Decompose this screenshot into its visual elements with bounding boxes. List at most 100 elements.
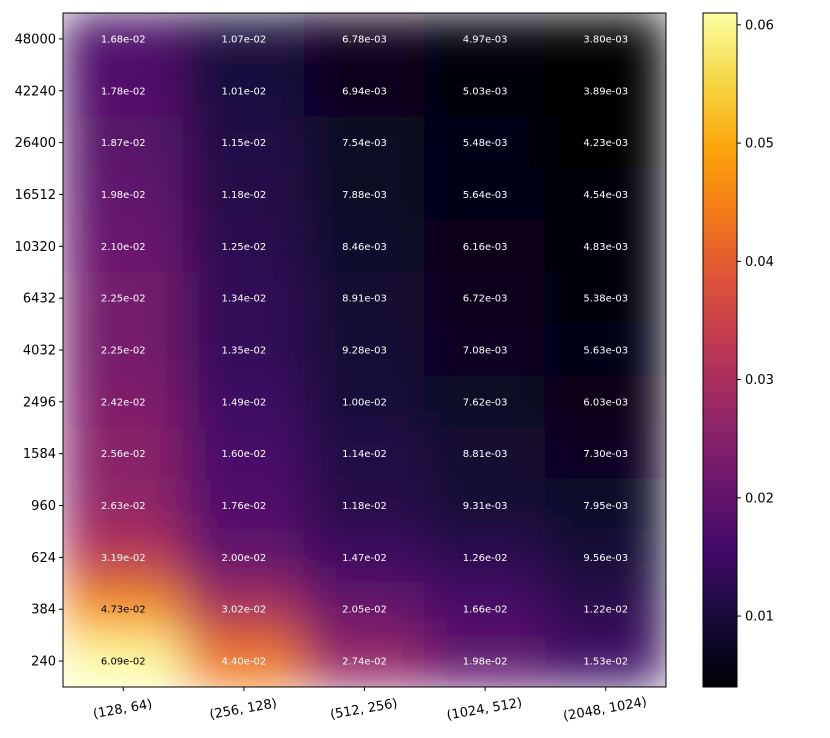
- heatmap-cell: [63, 13, 185, 66]
- heatmap-cell: [303, 634, 426, 687]
- heatmap-cell: [303, 427, 426, 481]
- heatmap-cell: [303, 479, 426, 532]
- cell-value-label: 7.95e-03: [583, 501, 628, 512]
- cell-value-label: 4.73e-02: [101, 605, 146, 616]
- heatmap-cell: [303, 530, 426, 584]
- cell-value-label: 1.18e-02: [222, 190, 267, 201]
- cell-value-label: 1.66e-02: [463, 605, 508, 616]
- heatmap-cell: [63, 116, 185, 170]
- x-tick-label: (512, 256): [329, 696, 399, 723]
- cell-value-label: 2.10e-02: [101, 242, 146, 253]
- cell-value-label: 1.00e-02: [342, 397, 387, 408]
- heatmap-cell: [303, 323, 426, 377]
- cell-value-label: 2.05e-02: [342, 605, 387, 616]
- heatmap-cell-labels: 1.68e-02 1.07e-02 6.78e-03 4.97e-03 3.80e-03…: [101, 34, 628, 667]
- heatmap-cell: [544, 634, 666, 687]
- heatmap-cell: [544, 219, 666, 273]
- heatmap-cell: [424, 13, 546, 66]
- cell-value-label: 1.25e-02: [222, 242, 267, 253]
- cell-value-label: 4.54e-03: [583, 190, 628, 201]
- heatmap-cell: [183, 375, 305, 429]
- cell-value-label: 6.72e-03: [463, 294, 508, 305]
- cell-value-label: 6.03e-03: [583, 397, 628, 408]
- cell-value-label: 5.63e-03: [583, 346, 628, 357]
- cell-value-label: 3.19e-02: [101, 553, 146, 564]
- cell-value-label: 2.74e-02: [342, 657, 387, 668]
- cell-value-label: 1.60e-02: [222, 449, 267, 460]
- y-tick-label: 624: [31, 551, 56, 566]
- y-tick-label: 1584: [23, 447, 56, 462]
- cell-value-label: 9.31e-03: [463, 501, 508, 512]
- cell-value-label: 2.25e-02: [101, 346, 146, 357]
- cell-value-label: 3.80e-03: [583, 34, 628, 45]
- y-tick-label: 6432: [23, 292, 56, 307]
- y-tick-label: 2496: [23, 395, 56, 410]
- heatmap-cell: [63, 219, 185, 273]
- heatmap-cell: [424, 582, 546, 636]
- cell-value-label: 4.40e-02: [222, 657, 267, 668]
- heatmap-cell: [183, 634, 305, 687]
- heatmap-cell: [63, 479, 185, 532]
- heatmap-cell: [303, 64, 426, 118]
- heatmap-cell: [183, 530, 305, 584]
- cell-value-label: 2.00e-02: [222, 553, 267, 564]
- colorbar-tick-label: 0.06: [745, 18, 774, 33]
- heatmap-cell: [303, 168, 426, 221]
- heatmap-cell: [63, 634, 185, 687]
- y-tick-label: 48000: [15, 32, 56, 47]
- heatmap-cell: [183, 479, 305, 532]
- cell-value-label: 1.14e-02: [342, 449, 387, 460]
- cell-value-label: 1.15e-02: [222, 138, 267, 149]
- cell-value-label: 1.01e-02: [222, 86, 267, 97]
- heatmap-cell: [303, 116, 426, 170]
- cell-value-label: 5.38e-03: [583, 294, 628, 305]
- cell-value-label: 8.81e-03: [463, 449, 508, 460]
- cell-value-label: 5.64e-03: [463, 190, 508, 201]
- cell-value-label: 1.34e-02: [222, 294, 267, 305]
- x-tick-label: (128, 64): [92, 697, 153, 722]
- heatmap-cell: [63, 271, 185, 325]
- x-tick-label: (1024, 512): [446, 696, 524, 724]
- y-tick-label: 26400: [15, 136, 56, 151]
- heatmap-cell: [424, 64, 546, 118]
- y-tick-label: 10320: [15, 240, 56, 255]
- heatmap-cell: [183, 168, 305, 221]
- heatmap-cell: [183, 64, 305, 118]
- heatmap-cell: [424, 530, 546, 584]
- cell-value-label: 2.42e-02: [101, 397, 146, 408]
- heatmap-cell: [303, 271, 426, 325]
- heatmap-cell: [183, 271, 305, 325]
- y-tick-label: 240: [31, 655, 56, 670]
- colorbar-tick-label: 0.01: [745, 610, 774, 625]
- heatmap-cell: [544, 479, 666, 532]
- cell-value-label: 1.18e-02: [342, 501, 387, 512]
- cell-value-label: 1.47e-02: [342, 553, 387, 564]
- heatmap-cell: [183, 13, 305, 66]
- heatmap-cell: [544, 530, 666, 584]
- cell-value-label: 9.56e-03: [583, 553, 628, 564]
- heatmap-cell: [544, 427, 666, 481]
- heatmap-cell: [183, 219, 305, 273]
- cell-value-label: 1.98e-02: [101, 190, 146, 201]
- cell-value-label: 7.62e-03: [463, 397, 508, 408]
- cell-value-label: 6.16e-03: [463, 242, 508, 253]
- heatmap-cell: [183, 582, 305, 636]
- cell-value-label: 5.03e-03: [463, 86, 508, 97]
- heatmap-cell: [63, 64, 185, 118]
- cell-value-label: 7.08e-03: [463, 346, 508, 357]
- heatmap-cell: [544, 13, 666, 66]
- heatmap-cell: [424, 219, 546, 273]
- cell-value-label: 3.02e-02: [222, 605, 267, 616]
- cell-value-label: 1.26e-02: [463, 553, 508, 564]
- cell-value-label: 1.53e-02: [583, 657, 628, 668]
- cell-value-label: 8.91e-03: [342, 294, 387, 305]
- colorbar-tick-label: 0.04: [745, 255, 774, 270]
- cell-value-label: 1.22e-02: [583, 605, 628, 616]
- cell-value-label: 6.09e-02: [101, 657, 146, 668]
- heatmap-cell: [303, 219, 426, 273]
- heatmap-cell: [63, 582, 185, 636]
- cell-value-label: 2.56e-02: [101, 449, 146, 460]
- heatmap-cell: [424, 116, 546, 170]
- cell-value-label: 1.68e-02: [101, 34, 146, 45]
